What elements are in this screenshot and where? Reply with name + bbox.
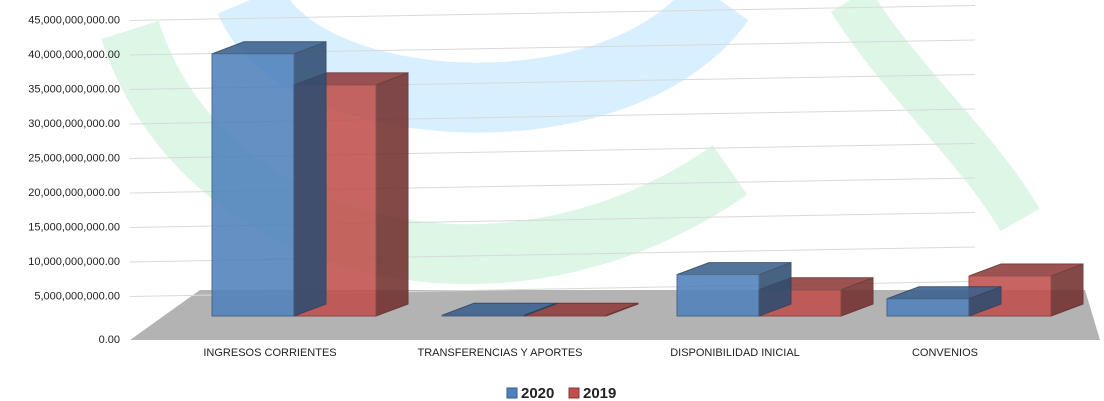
legend-label: 2019 [583, 385, 616, 401]
y-tick-label: 10,000,000,000.00 [28, 256, 120, 268]
legend-label: 2020 [521, 385, 554, 401]
bar-front [211, 53, 295, 317]
bar-side [375, 72, 409, 317]
y-tick-label: 25,000,000,000.00 [28, 152, 120, 164]
y-tick-label: 45,000,000,000.00 [28, 14, 120, 26]
bar-front [676, 274, 760, 317]
legend-swatch [506, 387, 518, 399]
x-tick-label: CONVENIOS [912, 347, 978, 359]
bar [211, 41, 327, 317]
y-tick-label: 30,000,000,000.00 [28, 118, 120, 130]
y-tick-label: 0.00 [99, 334, 120, 346]
x-tick-label: INGRESOS CORRIENTES [203, 347, 336, 359]
grid-line [129, 5, 976, 21]
bar [886, 286, 1002, 317]
y-tick-label: 40,000,000,000.00 [28, 49, 120, 61]
bar-front [523, 314, 607, 317]
legend-swatch [568, 387, 580, 399]
y-tick-label: 35,000,000,000.00 [28, 83, 120, 95]
bar [441, 302, 557, 317]
y-tick-label: 20,000,000,000.00 [28, 187, 120, 199]
y-tick-label: 15,000,000,000.00 [28, 221, 120, 233]
x-tick-label: DISPONIBILIDAD INICIAL [670, 347, 800, 359]
x-tick-label: TRANSFERENCIAS Y APORTES [417, 347, 582, 359]
bar-front [441, 314, 525, 317]
bar-front [886, 298, 970, 317]
bar-side [293, 41, 327, 317]
y-tick-label: 5,000,000,000.00 [34, 290, 120, 302]
bar [523, 302, 639, 317]
bar [676, 261, 792, 317]
